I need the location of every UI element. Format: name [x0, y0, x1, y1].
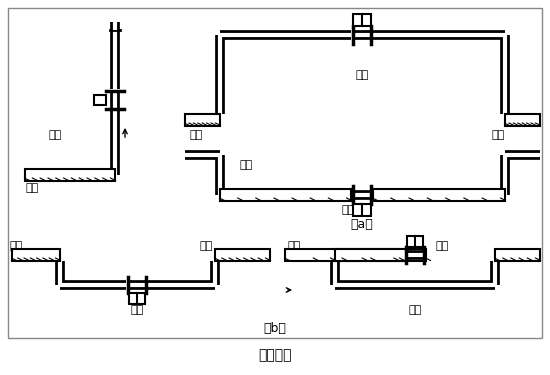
Bar — [25, 169, 115, 181]
Text: 错误: 错误 — [408, 305, 422, 315]
Text: 气泡: 气泡 — [200, 241, 213, 251]
Text: 气泡: 气泡 — [435, 241, 448, 251]
Bar — [353, 204, 371, 216]
Bar — [185, 114, 220, 126]
Text: 气泡: 气泡 — [10, 241, 23, 251]
Bar — [505, 114, 540, 126]
Bar — [215, 249, 270, 261]
Text: 错误: 错误 — [240, 160, 253, 170]
Text: 气泡: 气泡 — [287, 241, 300, 251]
Bar — [8, 8, 542, 338]
Bar — [285, 249, 404, 261]
Text: 正确: 正确 — [130, 305, 144, 315]
Bar — [220, 189, 351, 201]
Bar — [335, 249, 426, 261]
Text: （b）: （b） — [263, 321, 287, 334]
Text: 液体: 液体 — [492, 130, 505, 140]
Text: 液体: 液体 — [190, 130, 203, 140]
Bar — [353, 14, 371, 26]
Text: 图（四）: 图（四） — [258, 348, 292, 362]
Bar — [94, 95, 106, 105]
Text: 正确: 正确 — [48, 130, 62, 140]
Text: （a）: （a） — [351, 219, 373, 231]
Text: 液体: 液体 — [342, 205, 355, 215]
Bar — [407, 236, 423, 247]
Text: 液体: 液体 — [25, 183, 39, 193]
Bar — [495, 249, 540, 261]
Bar — [373, 189, 505, 201]
Bar — [129, 293, 145, 304]
Bar — [12, 249, 60, 261]
Text: 正确: 正确 — [355, 70, 368, 80]
